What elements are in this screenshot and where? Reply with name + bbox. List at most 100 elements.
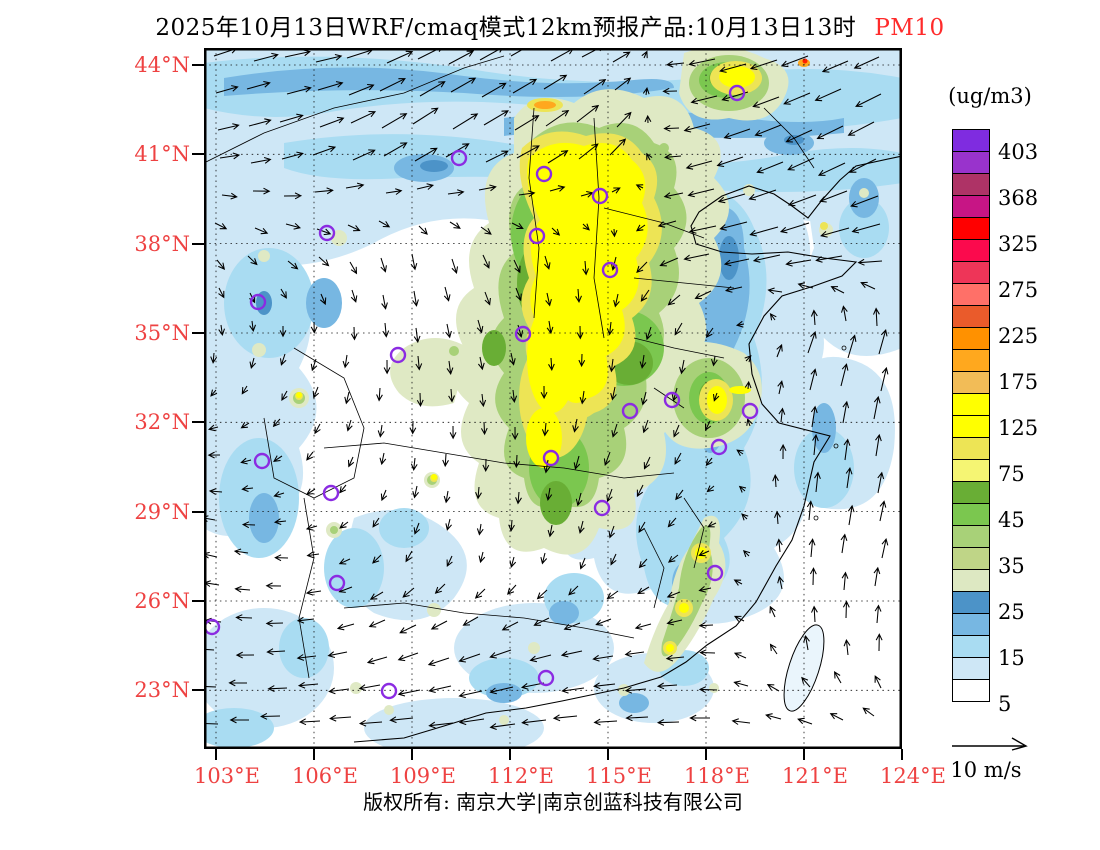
- wind-arrow: [253, 52, 279, 62]
- wind-arrow: [752, 254, 781, 263]
- lon-tick-label: 121°E: [782, 764, 848, 788]
- city-marker: [728, 84, 746, 102]
- colorbar-tick-label: 368: [998, 186, 1039, 210]
- wind-arrow: [606, 321, 614, 336]
- city-marker: [389, 346, 407, 364]
- wind-arrow: [595, 618, 612, 626]
- city-marker: [706, 564, 724, 582]
- wind-arrow: [489, 723, 516, 730]
- wind-arrow: [379, 452, 387, 466]
- wind-arrow: [410, 253, 418, 271]
- wind-arrow: [285, 223, 302, 230]
- wind-arrow: [847, 504, 855, 526]
- wind-arrow: [452, 113, 479, 130]
- wind-arrow: [704, 420, 712, 432]
- wind-arrow: [783, 92, 811, 105]
- wind-arrow: [548, 357, 555, 371]
- wind-arrow: [690, 95, 718, 105]
- colorbar-box: [952, 129, 990, 152]
- wind-arrow: [635, 224, 646, 232]
- wind-arrow: [516, 145, 540, 159]
- lat-tick: [192, 599, 205, 602]
- wind-arrow: [637, 586, 650, 595]
- wind-arrow: [339, 484, 347, 494]
- lon-tick-label: 115°E: [586, 764, 652, 788]
- wind-arrow: [576, 325, 584, 340]
- wind-arrow: [312, 386, 320, 399]
- wind-arrow: [247, 255, 258, 266]
- wind-arrow: [481, 82, 507, 98]
- wind-arrow: [235, 614, 253, 622]
- wind-arrow: [410, 457, 418, 471]
- wind-arrow: [533, 617, 550, 626]
- wind-arrow: [338, 558, 351, 565]
- wind-arrow: [774, 510, 781, 525]
- wind-arrow: [489, 686, 514, 695]
- wind-arrow: [397, 652, 419, 662]
- wind-arrow: [688, 58, 716, 67]
- wind-arrow: [383, 359, 391, 375]
- wind-arrow: [746, 418, 753, 427]
- wind-arrow: [874, 604, 882, 624]
- wind-arrow: [413, 522, 421, 535]
- wind-arrow: [733, 680, 749, 687]
- wind-arrow: [207, 451, 221, 459]
- forecast-map: [204, 48, 902, 749]
- wind-arrow: [254, 227, 269, 235]
- wind-arrow: [310, 321, 318, 334]
- wind-arrow: [477, 356, 485, 371]
- wind-arrow: [779, 222, 810, 234]
- wind-arrow: [847, 334, 857, 359]
- wind-arrow: [405, 550, 413, 563]
- wind-arrow: [482, 254, 490, 269]
- colorbar-box: [952, 569, 990, 592]
- lat-tick: [192, 331, 205, 334]
- wind-arrow: [814, 471, 821, 493]
- wind-arrow: [880, 366, 889, 392]
- wind-arrow: [480, 421, 488, 436]
- wind-arrow: [215, 85, 239, 94]
- wind-arrow: [711, 355, 718, 367]
- wind-arrow: [578, 353, 586, 368]
- wind-arrow: [777, 575, 784, 590]
- wind-arrow: [614, 77, 632, 91]
- wind-arrow: [603, 451, 611, 466]
- wind-arrow: [850, 195, 879, 208]
- wind-arrow: [319, 116, 345, 128]
- wind-arrow: [878, 328, 888, 355]
- wind-arrow: [754, 124, 782, 137]
- city-marker: [380, 682, 398, 700]
- wind-arrow: [593, 682, 616, 690]
- wind-arrow: [241, 485, 254, 492]
- wind-arrow: [873, 566, 881, 587]
- lat-tick: [192, 510, 205, 513]
- wind-arrow: [386, 50, 414, 64]
- lon-tick-label: 109°E: [390, 764, 456, 788]
- wind-arrow: [305, 588, 322, 596]
- wind-arrow: [484, 291, 491, 306]
- coastline-borders: [204, 55, 902, 743]
- wind-arrow: [610, 553, 617, 566]
- wind-arrow: [724, 286, 743, 293]
- wind-arrow: [579, 390, 587, 405]
- lon-tick-label: 106°E: [292, 764, 358, 788]
- wind-arrow: [329, 714, 352, 722]
- wind-arrow: [769, 312, 777, 321]
- wind-arrow: [694, 290, 712, 300]
- wind-arrow: [666, 60, 685, 68]
- wind-arrow: [260, 712, 281, 720]
- wind-arrow: [583, 78, 607, 95]
- wind-arrow: [779, 443, 787, 460]
- wind-arrow: [744, 355, 752, 363]
- wind-arrow: [412, 485, 420, 499]
- wind-arrow: [516, 324, 524, 338]
- wind-arrow: [352, 149, 376, 161]
- wind-arrow: [208, 488, 223, 495]
- colorbar-box: [952, 635, 990, 658]
- wind-arrow: [573, 455, 581, 470]
- wind-arrow: [716, 156, 744, 168]
- city-marker: [621, 402, 639, 420]
- lon-tick: [607, 749, 609, 760]
- wind-arrow: [339, 521, 349, 529]
- graticule: [204, 48, 902, 749]
